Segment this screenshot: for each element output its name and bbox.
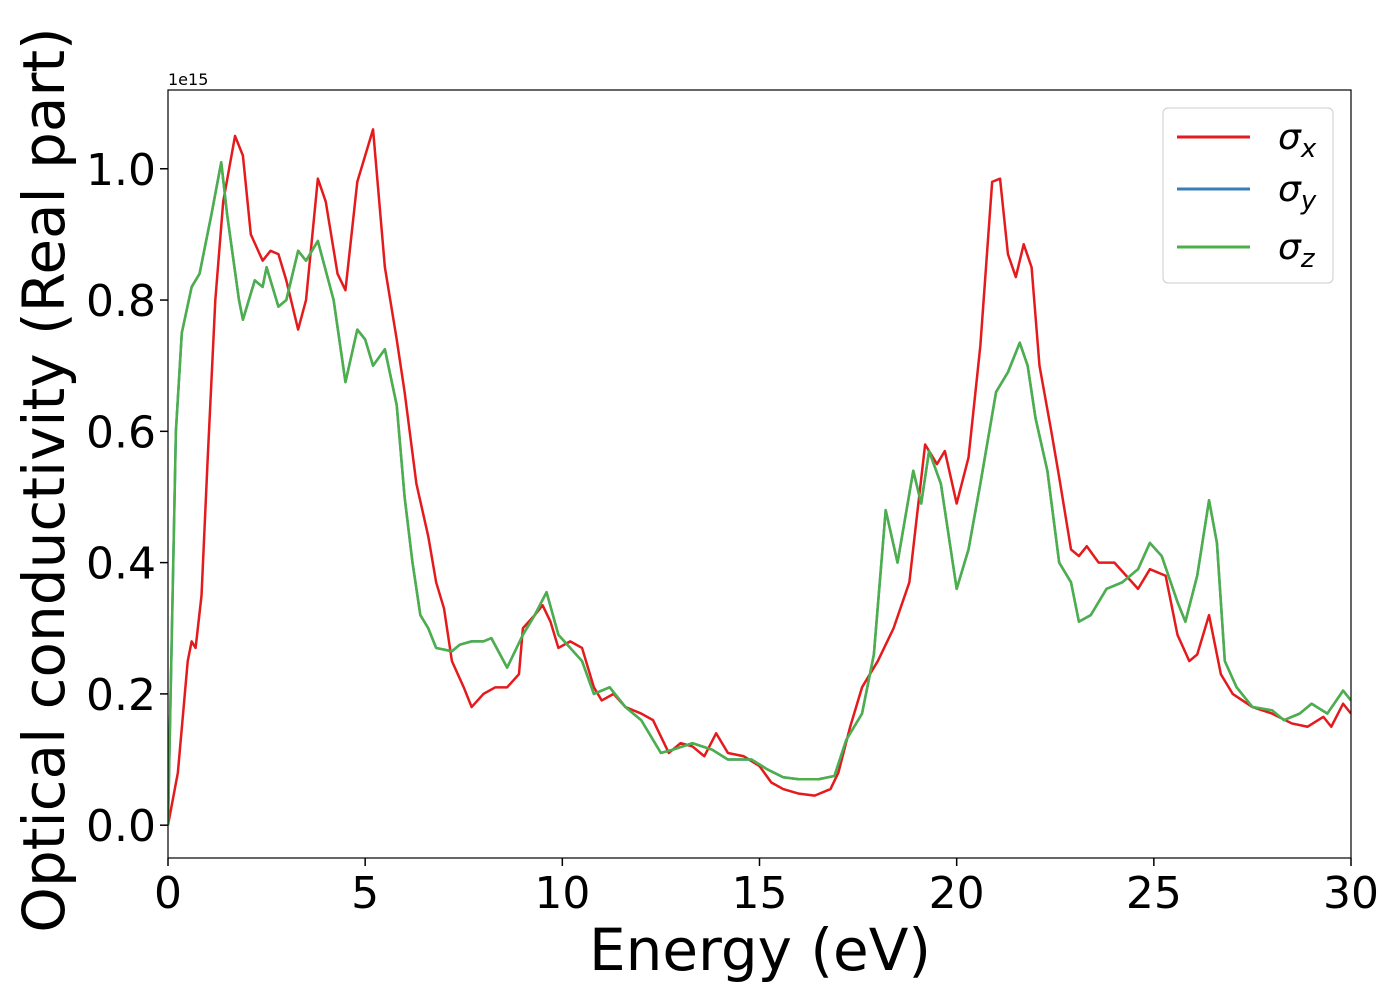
legend-label: σz <box>1278 227 1316 274</box>
y-tick-label: 0.8 <box>86 276 156 327</box>
plot-frame <box>167 89 1352 859</box>
series-line <box>168 160 1351 826</box>
legend-label: σy <box>1278 169 1317 216</box>
x-tick-label: 20 <box>929 868 985 919</box>
legend-box <box>1162 107 1334 284</box>
y-tick-label: 0.4 <box>86 539 156 590</box>
y-tick-label: 0.0 <box>86 801 156 852</box>
y-tick-label: 0.2 <box>86 670 156 721</box>
x-tick-label: 30 <box>1323 868 1379 919</box>
plot-lines <box>168 128 1351 826</box>
legend-label: σx <box>1278 117 1317 164</box>
offset-text: 1e15 <box>168 70 208 89</box>
y-axis-label: Optical conductivity (Real part) <box>10 27 78 932</box>
x-tick-label: 5 <box>351 868 379 919</box>
x-tick-label: 10 <box>534 868 590 919</box>
y-tick-label: 1.0 <box>86 145 156 196</box>
x-tick-label: 0 <box>154 868 182 919</box>
x-axis-label: Energy (eV) <box>589 916 931 984</box>
x-tick-label: 25 <box>1126 868 1182 919</box>
x-tick-label: 15 <box>732 868 788 919</box>
y-tick-label: 0.6 <box>86 407 156 458</box>
series-line <box>168 128 1351 826</box>
